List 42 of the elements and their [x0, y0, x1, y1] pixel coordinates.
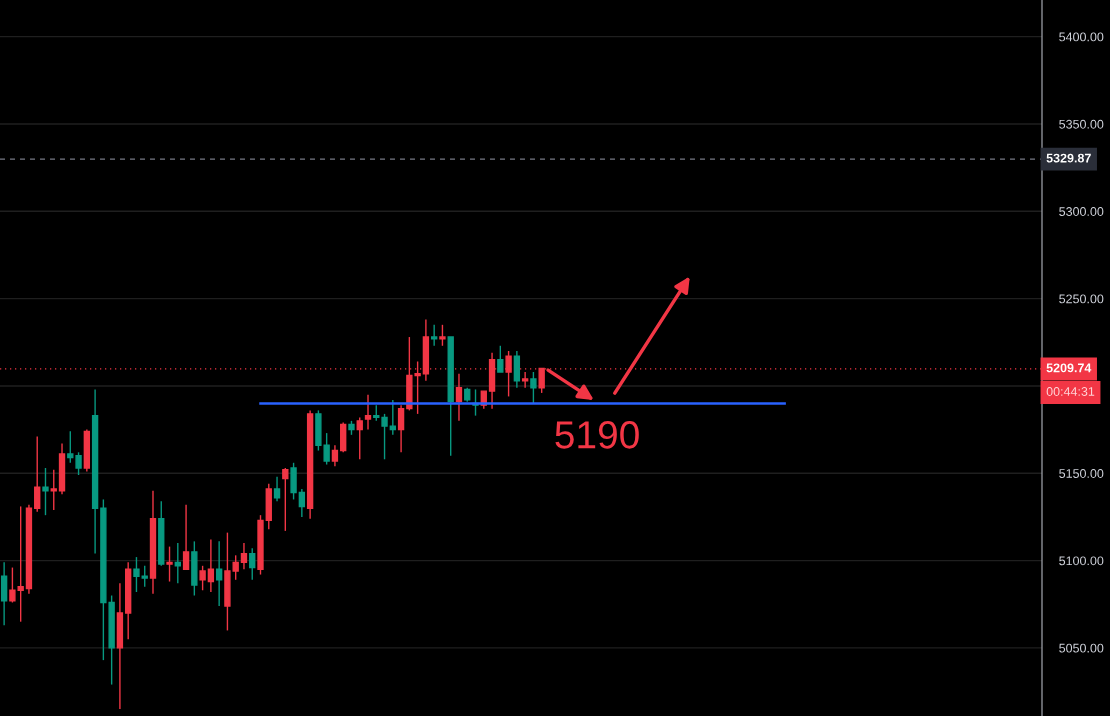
candlestick: [430, 324, 438, 347]
candlestick: [75, 451, 82, 476]
candlestick: [273, 476, 281, 502]
ref-line-label: 5209.74: [1046, 363, 1092, 373]
candlestick: [521, 371, 529, 389]
candlestick: [356, 416, 363, 460]
candlestick: [249, 547, 256, 581]
y-tick-label: 5050.00: [1059, 643, 1104, 653]
candlestick: [364, 393, 372, 431]
candlestick: [207, 538, 215, 593]
candlestick: [530, 371, 537, 405]
candlestick: [50, 469, 57, 511]
candlestick: [298, 488, 306, 518]
y-tick-label: 5300.00: [1059, 207, 1104, 216]
candlestick: [282, 467, 289, 532]
candlestick: [34, 435, 41, 513]
candlestick: [182, 503, 190, 571]
candlestick: [42, 467, 49, 516]
y-tick-label: 5400.00: [1059, 32, 1104, 42]
candlestick: [497, 345, 504, 373]
candlestick: [455, 373, 463, 422]
candlestick: [397, 404, 405, 453]
candlestick: [240, 542, 248, 571]
candlestick: [439, 324, 446, 347]
ref-line-label: 5190: [555, 421, 639, 449]
candlestick: [215, 540, 223, 607]
candlestick: [141, 565, 148, 588]
y-tick-label: 5150.00: [1059, 469, 1104, 478]
y-tick-label: 5250.00: [1059, 294, 1104, 304]
y-tick-label: 5100.00: [1059, 556, 1104, 566]
y-tick-label: 5350.00: [1059, 119, 1104, 129]
candlestick: [331, 444, 339, 467]
candlestick: [381, 413, 388, 460]
candlestick: [174, 542, 181, 584]
candlestick: [199, 565, 206, 591]
candlestick: [389, 399, 396, 436]
candlestick: [166, 545, 173, 583]
candlestick: [232, 554, 239, 581]
candlestick: [67, 430, 74, 464]
text: 00:44:31: [1046, 387, 1095, 396]
candlestick: [133, 556, 140, 593]
ref-line-label: 5329.87: [1046, 153, 1091, 163]
